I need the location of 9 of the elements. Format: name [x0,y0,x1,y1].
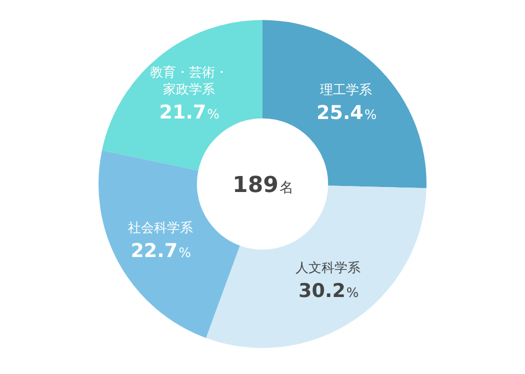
text: 189名 [232,173,294,198]
data-label: 22.7% [130,240,191,262]
data-label: 30.2% [298,280,359,302]
data-label: 25.4% [316,102,377,124]
slice-label: 社会科学系 [128,221,193,236]
slice-label: 人文科学系 [296,261,361,276]
slice-label: 理工学系 [320,82,372,98]
data-label: 21.7% [159,101,220,124]
slice-label: 教育・芸術・家政学系 [150,64,228,98]
